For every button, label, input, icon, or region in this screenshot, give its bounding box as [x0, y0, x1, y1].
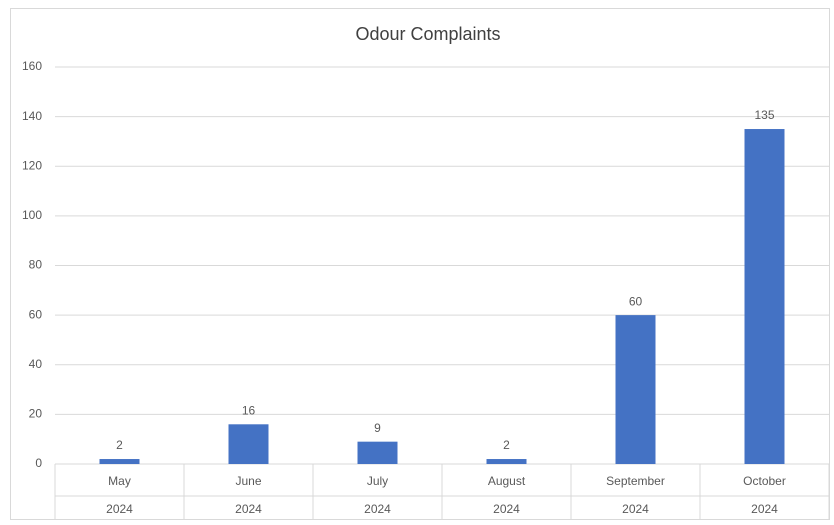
y-tick-label: 140 — [22, 109, 42, 123]
x-group-label: 2024 — [493, 502, 520, 516]
y-tick-label: 160 — [22, 59, 42, 73]
x-group-label: 2024 — [622, 502, 649, 516]
x-tick-label: September — [606, 474, 665, 488]
bar — [99, 459, 140, 464]
data-label: 9 — [374, 421, 381, 435]
data-label: 16 — [242, 403, 256, 417]
data-label: 135 — [754, 108, 774, 122]
y-tick-label: 0 — [35, 456, 42, 470]
data-label: 2 — [503, 438, 510, 452]
bar — [615, 315, 656, 464]
x-tick-label: June — [235, 474, 261, 488]
y-tick-label: 120 — [22, 158, 42, 172]
y-tick-label: 100 — [22, 208, 42, 222]
bar — [228, 424, 269, 464]
y-tick-label: 80 — [29, 258, 43, 272]
x-group-label: 2024 — [106, 502, 133, 516]
x-group-label: 2024 — [364, 502, 391, 516]
chart-title: Odour Complaints — [355, 24, 500, 44]
x-tick-label: July — [367, 474, 388, 488]
y-tick-label: 40 — [29, 357, 43, 371]
bar — [486, 459, 527, 464]
bar — [357, 441, 398, 464]
data-label: 60 — [629, 294, 643, 308]
bar — [744, 129, 785, 464]
y-tick-label: 20 — [29, 407, 43, 421]
y-tick-label: 60 — [29, 307, 43, 321]
x-tick-label: May — [108, 474, 131, 488]
chart-border — [10, 8, 830, 520]
x-tick-label: October — [743, 474, 786, 488]
x-tick-label: August — [488, 474, 526, 488]
x-group-label: 2024 — [751, 502, 778, 516]
data-label: 2 — [116, 438, 123, 452]
x-group-label: 2024 — [235, 502, 262, 516]
